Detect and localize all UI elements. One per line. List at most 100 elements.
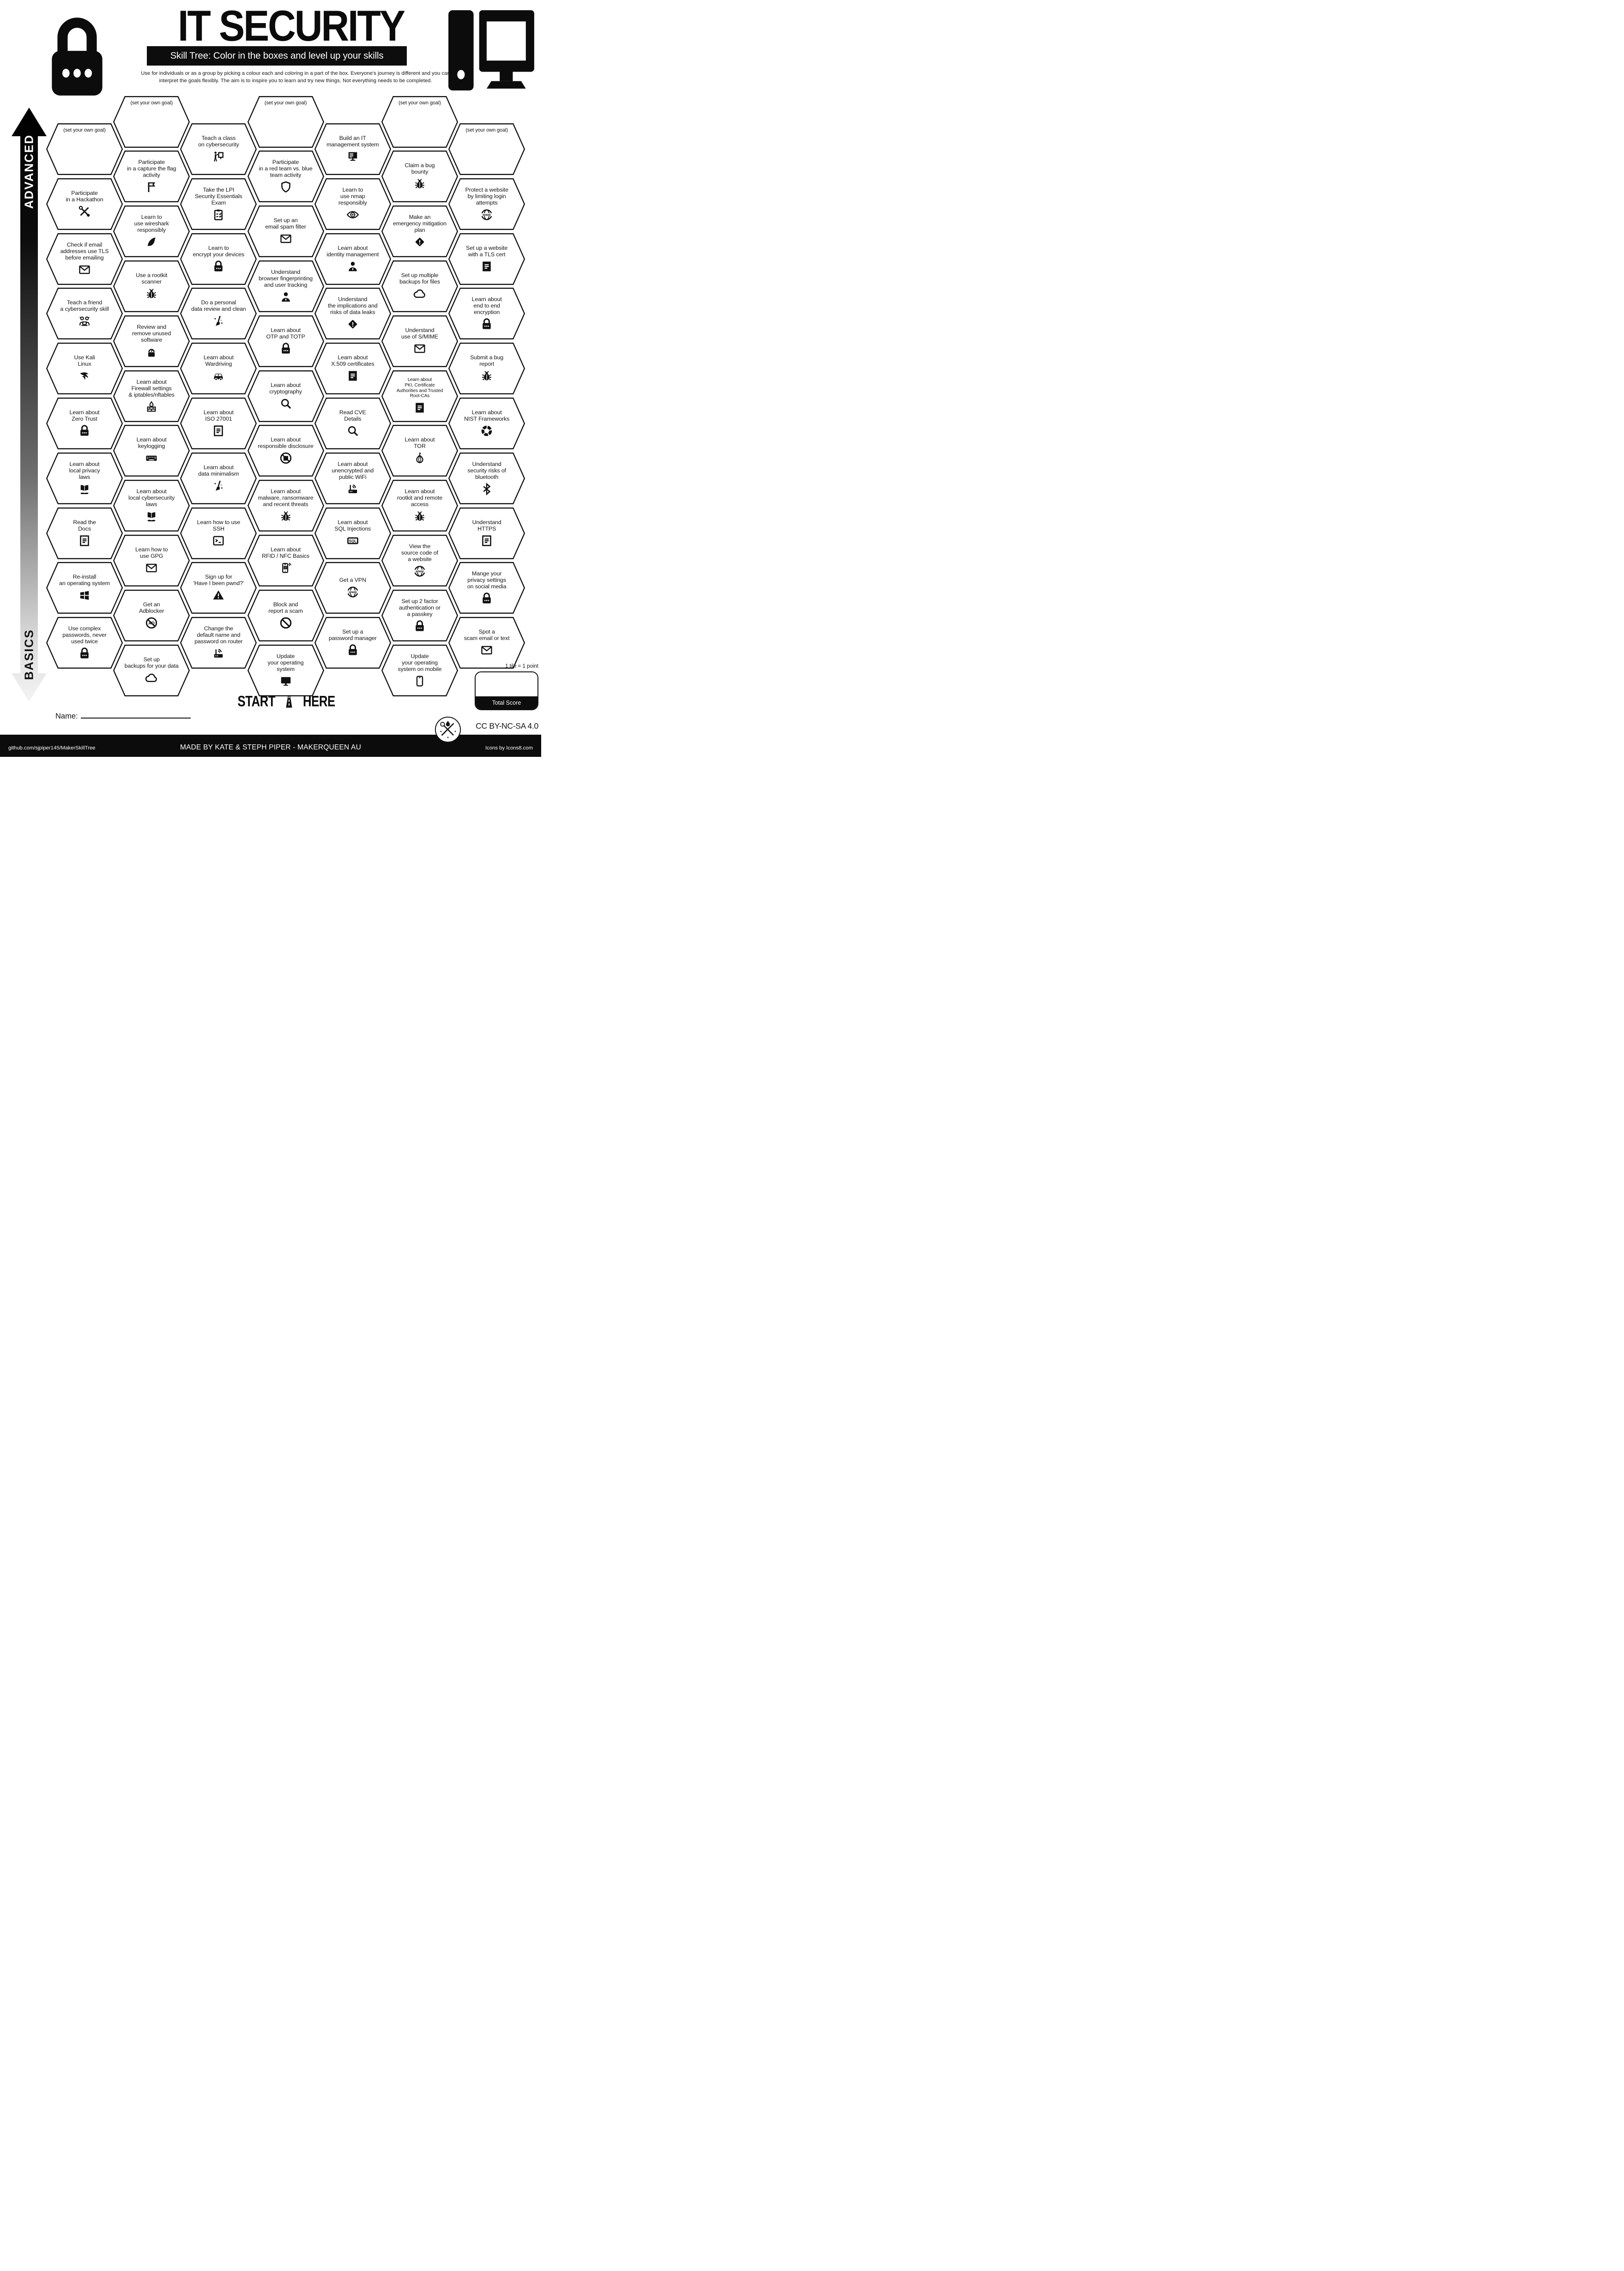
- hex-tile-learn-about-otp-and-totp[interactable]: Learn about OTP and TOTP: [247, 315, 324, 367]
- hex-label: Understand security risks of bluetooth: [467, 460, 507, 480]
- hex-tile-learn-about-x-509-certificates[interactable]: Learn about X.509 certificates: [314, 343, 391, 395]
- lock-icon: [413, 619, 427, 633]
- hex-label: Mange your privacy settings on social me…: [467, 570, 507, 590]
- hex-tile-claim-a-bug-bounty[interactable]: Claim a bug bounty: [381, 151, 458, 203]
- hex-tile-set-your-own-goal[interactable]: (set your own goal): [46, 123, 123, 175]
- hex-tile-learn-about-cryptography[interactable]: Learn about cryptography: [247, 370, 324, 422]
- hex-label: Set up backups for your data: [124, 656, 179, 669]
- hex-tile-get-an-adblocker[interactable]: Get an Adblocker: [113, 589, 190, 641]
- hex-label: Learn about Zero Trust: [69, 409, 100, 422]
- hex-tile-update-your-operating-system-on-mobile[interactable]: Update your operating system on mobile: [381, 644, 458, 696]
- hex-tile-take-the-lpi-security-essentials-exam[interactable]: Take the LPI Security Essentials Exam: [180, 178, 257, 230]
- hex-tile-learn-about-rootkit-and-remote-access[interactable]: Learn about rootkit and remote access: [381, 480, 458, 532]
- total-score-entry-area[interactable]: [476, 672, 537, 696]
- hex-tile-sign-up-for-have-i-been-pwnd[interactable]: Sign up for 'Have I been pwnd?': [180, 562, 257, 614]
- doc-icon: [211, 424, 225, 438]
- hex-tile-get-a-vpn[interactable]: Get a VPN: [314, 562, 391, 614]
- hex-tile-set-up-a-password-manager[interactable]: Set up a password manager: [314, 617, 391, 669]
- bug-icon: [279, 509, 293, 523]
- hex-tile-learn-about-sql-injections[interactable]: Learn about SQL Injections: [314, 507, 391, 559]
- hex-tile-learn-about-identity-management[interactable]: Learn about identity management: [314, 233, 391, 285]
- hex-tile-read-the-docs[interactable]: Read the Docs: [46, 507, 123, 559]
- hex-tile-learn-about-unencrypted-and-public-wifi[interactable]: Learn about unencrypted and public WiFi: [314, 452, 391, 504]
- hex-tile-learn-about-rfid-nfc-basics[interactable]: Learn about RFID / NFC Basics: [247, 535, 324, 586]
- hex-tile-protect-a-website-by-limiting-login-attempts[interactable]: Protect a website by limiting login atte…: [448, 178, 525, 230]
- hex-tile-learn-about-local-privacy-laws[interactable]: Learn about local privacy laws: [46, 452, 123, 504]
- hex-tile-use-a-rootkit-scanner[interactable]: Use a rootkit scanner: [113, 260, 190, 312]
- hex-tile-update-your-operating-system[interactable]: Update your operating system: [247, 644, 324, 696]
- hex-tile-set-your-own-goal[interactable]: (set your own goal): [113, 96, 190, 148]
- hex-tile-participate-in-a-hackathon[interactable]: Participate in a Hackathon: [46, 178, 123, 230]
- hex-tile-learn-about-responsible-disclosure[interactable]: Learn about responsible disclosure: [247, 425, 324, 477]
- hex-tile-teach-a-class-on-cybersecurity[interactable]: Teach a class on cybersecurity: [180, 123, 257, 175]
- hex-tile-spot-a-scam-email-or-text[interactable]: Spot a scam email or text: [448, 617, 525, 669]
- kali-icon: [78, 369, 91, 383]
- hex-tile-learn-about-iso-27001[interactable]: Learn about ISO 27001: [180, 398, 257, 449]
- hex-label: Change the default name and password on …: [194, 625, 243, 645]
- hex-tile-re-install-an-operating-system[interactable]: Re-install an operating system: [46, 562, 123, 614]
- hex-tile-learn-about-keylogging[interactable]: Learn about keylogging: [113, 425, 190, 477]
- hex-tile-set-up-multiple-backups-for-files[interactable]: Set up multiple backups for files: [381, 260, 458, 312]
- makerqueen-tools-badge-icon: [435, 716, 461, 743]
- hex-tile-review-and-remove-unused-software[interactable]: Review and remove unused software: [113, 315, 190, 367]
- desktop-computer-icon: [448, 10, 534, 91]
- hex-tile-learn-to-use-wireshark-responsibly[interactable]: Learn to use wireshark responsibly: [113, 205, 190, 258]
- tile-point-note: 1 tile = 1 point: [505, 664, 538, 669]
- hex-tile-learn-about-firewall-settings-iptables-nftable[interactable]: Learn about Firewall settings & iptables…: [113, 370, 190, 422]
- hex-tile-learn-how-to-use-ssh[interactable]: Learn how to use SSH: [180, 507, 257, 559]
- hex-tile-submit-a-bug-report[interactable]: Submit a bug report: [448, 343, 525, 395]
- hex-tile-participate-in-a-red-team-vs-blue-team-activit[interactable]: Participate in a red team vs. blue team …: [247, 151, 324, 203]
- hex-tile-understand-use-of-s-mime[interactable]: Understand use of S/MIME: [381, 315, 458, 367]
- hex-label: Understand browser fingerprinting and us…: [259, 268, 313, 288]
- hex-tile-view-the-source-code-of-a-website[interactable]: View the source code of a website: [381, 535, 458, 586]
- hex-tile-mange-your-privacy-settings-on-social-media[interactable]: Mange your privacy settings on social me…: [448, 562, 525, 614]
- hex-tile-learn-about-zero-trust[interactable]: Learn about Zero Trust: [46, 398, 123, 449]
- hex-tile-use-complex-passwords-never-used-twice[interactable]: Use complex passwords, never used twice: [46, 617, 123, 669]
- hex-tile-understand-security-risks-of-bluetooth[interactable]: Understand security risks of bluetooth: [448, 452, 525, 504]
- hex-tile-learn-about-end-to-end-encryption[interactable]: Learn about end to end encryption: [448, 288, 525, 340]
- hex-tile-understand-https[interactable]: Understand HTTPS: [448, 507, 525, 559]
- bug-icon: [480, 369, 494, 383]
- hex-tile-set-up-2-factor-authentication-or-a-passkey[interactable]: Set up 2 factor authentication or a pass…: [381, 589, 458, 641]
- hex-tile-learn-about-local-cybersecurity-laws[interactable]: Learn about local cybersecurity laws: [113, 480, 190, 532]
- hex-tile-do-a-personal-data-review-and-clean[interactable]: Do a personal data review and clean: [180, 288, 257, 340]
- hex-tile-teach-a-friend-a-cybersecurity-skill[interactable]: Teach a friend a cybersecurity skill: [46, 288, 123, 340]
- hex-tile-check-if-email-addresses-use-tls-before-emaili[interactable]: Check if email addresses use TLS before …: [46, 233, 123, 285]
- hex-tile-set-up-a-website-with-a-tls-cert[interactable]: Set up a website with a TLS cert: [448, 233, 525, 285]
- person-icon: [346, 260, 360, 273]
- hex-tile-read-cve-details[interactable]: Read CVE Details: [314, 398, 391, 449]
- hex-label: Re-install an operating system: [59, 574, 110, 587]
- hex-tile-understand-the-implications-and-risks-of-data-[interactable]: Understand the implications and risks of…: [314, 288, 391, 340]
- diamondwarn-icon: [346, 317, 360, 331]
- router-icon: [346, 482, 360, 496]
- hex-tile-learn-about-wardriving[interactable]: Learn about Wardriving: [180, 343, 257, 395]
- hex-label: Teach a friend a cybersecurity skill: [60, 299, 109, 313]
- hex-label: Learn about identity management: [326, 244, 379, 258]
- hex-tile-use-kali-linux[interactable]: Use Kali Linux: [46, 343, 123, 395]
- onion-icon: [413, 451, 427, 465]
- hex-tile-block-and-report-a-scam[interactable]: Block and report a scam: [247, 589, 324, 641]
- hex-tile-make-an-emergency-mitigation-plan[interactable]: Make an emergency mitigation plan: [381, 205, 458, 258]
- hex-tile-build-an-it-management-system[interactable]: Build an IT management system: [314, 123, 391, 175]
- hex-tile-learn-about-data-minimalism[interactable]: Learn about data minimalism: [180, 452, 257, 504]
- hex-tile-learn-about-tor[interactable]: Learn about TOR: [381, 425, 458, 477]
- hex-tile-set-your-own-goal[interactable]: (set your own goal): [381, 96, 458, 148]
- hex-tile-participate-in-a-capture-the-flag-activity[interactable]: Participate in a capture the flag activi…: [113, 151, 190, 203]
- hex-label: Set up an email spam filter: [265, 217, 306, 230]
- hex-tile-learn-to-use-nmap-responsibly[interactable]: Learn to use nmap responsibly: [314, 178, 391, 230]
- hex-tile-learn-how-to-use-gpg[interactable]: Learn how to use GPG: [113, 535, 190, 586]
- hex-label: Learn about Firewall settings & iptables…: [128, 378, 175, 398]
- hex-tile-set-your-own-goal[interactable]: (set your own goal): [247, 96, 324, 148]
- hex-tile-learn-about-malware-ransomware-and-recent-thre[interactable]: Learn about malware, ransomware and rece…: [247, 480, 324, 532]
- hex-label: (set your own goal): [63, 127, 106, 133]
- hex-tile-set-up-backups-for-your-data[interactable]: Set up backups for your data: [113, 644, 190, 696]
- name-input-line[interactable]: [80, 711, 191, 719]
- hex-tile-set-your-own-goal[interactable]: (set your own goal): [448, 123, 525, 175]
- hex-tile-learn-about-nist-frameworks[interactable]: Learn about NIST Frameworks: [448, 398, 525, 449]
- description-line-1: Use for individuals or as a group by pic…: [141, 71, 450, 76]
- hex-tile-understand-browser-fingerprinting-and-user-tra[interactable]: Understand browser fingerprinting and us…: [247, 260, 324, 312]
- hex-tile-learn-to-encrypt-your-devices[interactable]: Learn to encrypt your devices: [180, 233, 257, 285]
- hex-tile-set-up-an-email-spam-filter[interactable]: Set up an email spam filter: [247, 205, 324, 258]
- hex-tile-change-the-default-name-and-password-on-router[interactable]: Change the default name and password on …: [180, 617, 257, 669]
- hex-tile-learn-about-pki-certificate-authorities-and-tr[interactable]: Learn about PKI, Certificate Authorities…: [381, 370, 458, 422]
